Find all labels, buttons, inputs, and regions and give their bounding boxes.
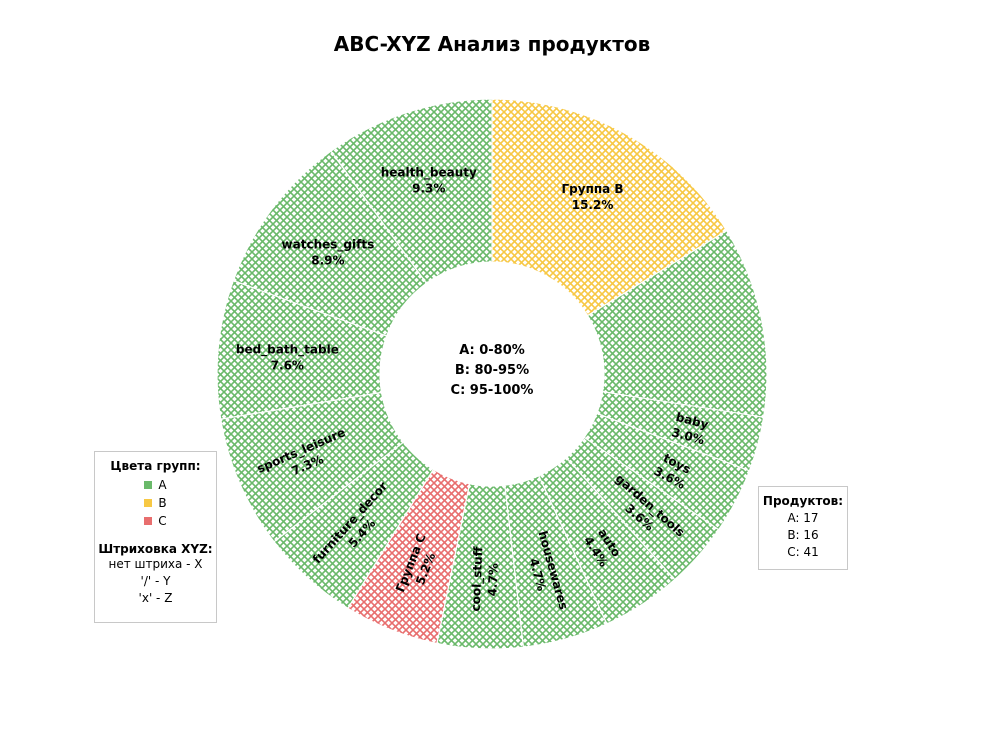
chart-title: ABC-XYZ Анализ продуктов (333, 32, 651, 56)
hatch-legend-line: '/' - Y (140, 574, 171, 588)
center-line-a: A: 0-80% (459, 343, 525, 358)
legend-label-b: B (158, 496, 167, 510)
center-annotation: A: 0-80% B: 80-95% C: 95-100% (432, 341, 552, 401)
slice-label: Группа B (562, 182, 624, 196)
slice-value-label: 8.9% (311, 253, 344, 267)
legend-item-b: B (95, 494, 216, 512)
legend-label-a: A (158, 478, 167, 492)
slice-value-label: 7.6% (271, 358, 304, 372)
count-legend: Продуктов: A: 17 B: 16 C: 41 (758, 486, 848, 570)
slice-label: cool_stuff (469, 546, 487, 612)
slice-label-group: cool_stuff 4.7% (469, 546, 501, 612)
count-legend-title: Продуктов: (762, 494, 844, 508)
hatch-legend-title: Штриховка XYZ: (98, 542, 213, 556)
slice-label: watches_gifts (282, 237, 375, 252)
slice-health-beauty (330, 98, 493, 285)
legend-swatch-c (144, 517, 153, 525)
slice-label: health_beauty (381, 165, 477, 180)
count-line-a: A: 17 (787, 511, 819, 525)
center-line-b: B: 80-95% (454, 363, 530, 378)
slice-группа-b (491, 98, 728, 317)
slice-unlabeled (586, 229, 768, 418)
count-line-b: B: 16 (787, 528, 819, 542)
legend-item-a: A (95, 476, 216, 494)
count-line-c: C: 41 (787, 545, 819, 559)
legend-swatch-b (144, 499, 153, 507)
slice-value-label: 9.3% (412, 181, 445, 195)
slice-label: bed_bath_table (236, 342, 339, 357)
slice-label-group: Группа B 15.2% (562, 182, 624, 212)
slice-value-label: 15.2% (572, 198, 614, 212)
center-line-c: C: 95-100% (450, 383, 534, 398)
hatch-legend-line: нет штриха - X (108, 557, 203, 571)
legend-item-c: C (95, 512, 216, 530)
legend-swatch-a (144, 481, 153, 489)
slice-value-label: 4.7% (485, 563, 500, 597)
group-legend-title: Цвета групп: (110, 459, 201, 473)
group-legend: Цвета групп: A B C Штриховка XYZ: нет шт… (94, 451, 217, 623)
hatch-legend-line: 'x' - Z (138, 591, 173, 605)
legend-label-c: C (158, 514, 167, 528)
